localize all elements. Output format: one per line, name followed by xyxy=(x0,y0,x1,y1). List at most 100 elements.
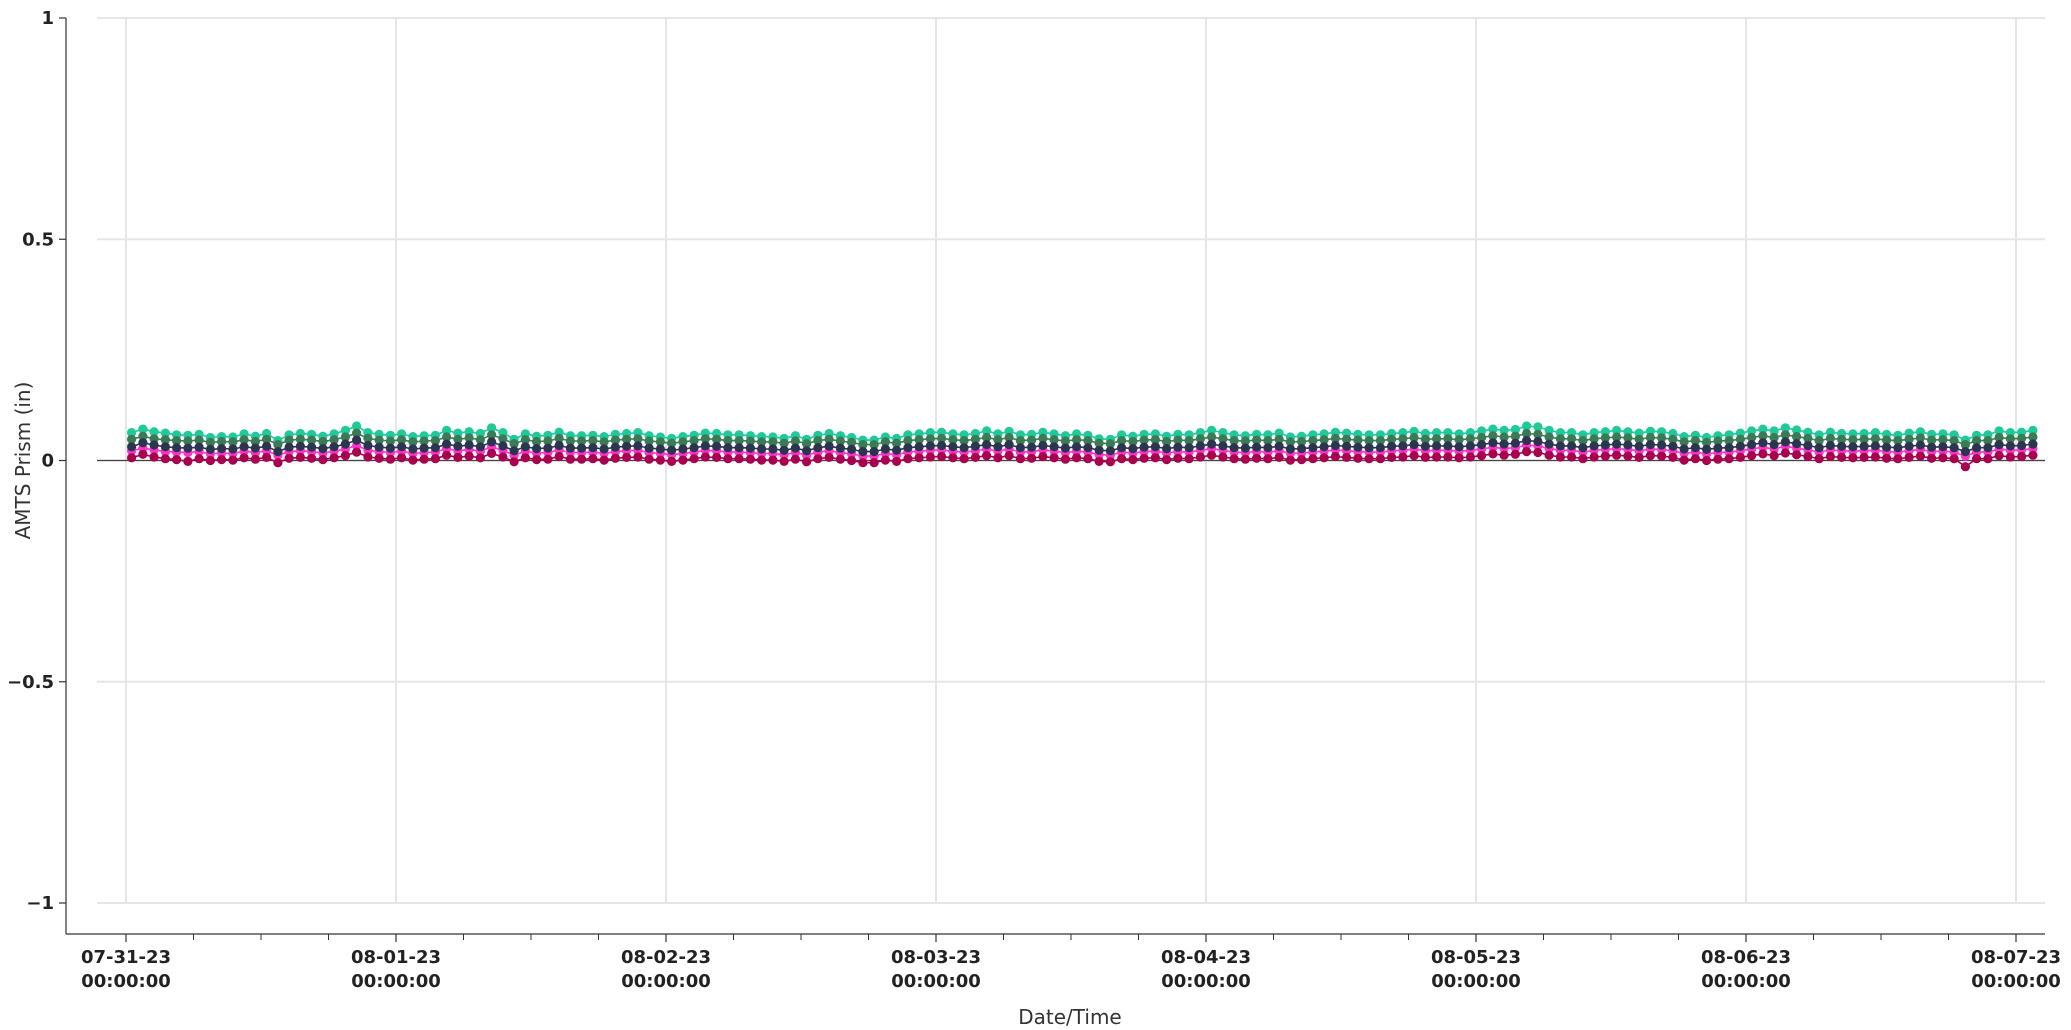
data-point xyxy=(824,434,834,444)
data-point xyxy=(2017,451,2027,462)
data-point xyxy=(1904,434,1914,444)
data-point xyxy=(1465,452,1475,462)
data-point xyxy=(1488,424,1498,434)
data-point xyxy=(1274,452,1284,462)
data-point xyxy=(1578,436,1588,446)
data-point xyxy=(982,426,992,436)
data-point xyxy=(1342,441,1352,451)
data-point xyxy=(217,455,227,465)
data-point xyxy=(464,440,474,450)
data-point xyxy=(1342,434,1352,444)
data-point xyxy=(1015,443,1025,453)
data-point xyxy=(948,453,958,463)
data-point xyxy=(397,435,407,445)
data-point xyxy=(532,444,542,454)
data-point xyxy=(1027,453,1037,463)
data-point xyxy=(430,454,440,464)
data-point xyxy=(172,455,182,465)
data-point xyxy=(127,428,137,438)
data-point xyxy=(543,436,553,446)
data-point xyxy=(1072,453,1082,463)
data-point xyxy=(577,443,587,453)
data-point xyxy=(1657,433,1667,443)
data-point xyxy=(1555,441,1565,451)
data-point xyxy=(1544,425,1554,435)
data-point xyxy=(1533,422,1543,432)
data-point xyxy=(205,444,215,454)
data-point xyxy=(1803,440,1813,451)
data-point xyxy=(1848,435,1858,445)
data-point xyxy=(1623,433,1633,443)
data-point xyxy=(509,446,519,456)
data-point xyxy=(520,435,531,445)
data-point xyxy=(993,435,1003,445)
data-point xyxy=(1645,451,1655,461)
data-point xyxy=(1049,453,1059,463)
data-point xyxy=(554,451,564,462)
data-point xyxy=(1612,432,1622,442)
data-point xyxy=(408,437,418,447)
data-point xyxy=(1533,429,1543,439)
data-point xyxy=(970,452,981,462)
data-point xyxy=(824,452,834,462)
data-point xyxy=(1882,435,1892,445)
data-point xyxy=(1060,443,1070,453)
data-point xyxy=(610,435,621,445)
data-point xyxy=(925,434,936,444)
data-point xyxy=(1927,435,1937,445)
data-point xyxy=(1195,452,1205,462)
data-point xyxy=(194,435,204,445)
data-point xyxy=(1240,454,1250,464)
data-point xyxy=(880,437,891,447)
data-point xyxy=(1454,453,1464,463)
data-point xyxy=(1319,453,1329,463)
data-point xyxy=(1578,443,1588,453)
data-point xyxy=(329,435,339,445)
data-point xyxy=(700,434,711,444)
data-point xyxy=(835,443,846,453)
data-point xyxy=(1308,443,1318,453)
x-axis-title: Date/Time xyxy=(1018,1005,1122,1029)
data-point xyxy=(633,441,643,451)
data-point xyxy=(1105,457,1115,467)
x-tick-label-time: 00:00:00 xyxy=(1971,971,2061,992)
data-point xyxy=(1252,442,1262,452)
data-point xyxy=(1207,425,1217,435)
data-point xyxy=(588,454,598,464)
data-point xyxy=(1015,454,1025,464)
data-point xyxy=(723,454,733,464)
data-point xyxy=(655,437,666,447)
data-point xyxy=(599,437,609,447)
data-point xyxy=(205,437,215,447)
data-point xyxy=(914,453,924,463)
data-point xyxy=(352,435,362,445)
data-point xyxy=(183,443,193,453)
data-point xyxy=(1207,432,1217,442)
data-point xyxy=(1049,435,1059,445)
data-point xyxy=(1792,450,1802,460)
data-point xyxy=(610,442,621,452)
data-point xyxy=(858,458,868,468)
data-point xyxy=(2028,450,2038,460)
data-point xyxy=(1657,451,1667,461)
data-point xyxy=(1758,449,1768,459)
data-point xyxy=(1443,441,1453,451)
data-point xyxy=(1150,453,1160,463)
data-point xyxy=(1724,443,1734,453)
data-point xyxy=(768,444,778,454)
data-point xyxy=(644,454,654,464)
data-point xyxy=(1139,435,1149,445)
data-point xyxy=(565,443,576,453)
data-point xyxy=(1825,433,1835,443)
data-point xyxy=(1904,441,1914,451)
data-point xyxy=(498,434,508,444)
data-point xyxy=(1634,452,1644,462)
data-point xyxy=(363,433,373,443)
data-point xyxy=(1510,424,1520,435)
data-point xyxy=(1870,434,1880,444)
data-point xyxy=(723,436,733,446)
data-point xyxy=(892,445,902,455)
data-point xyxy=(1060,454,1070,464)
data-point xyxy=(633,452,643,462)
data-point xyxy=(1443,452,1453,462)
